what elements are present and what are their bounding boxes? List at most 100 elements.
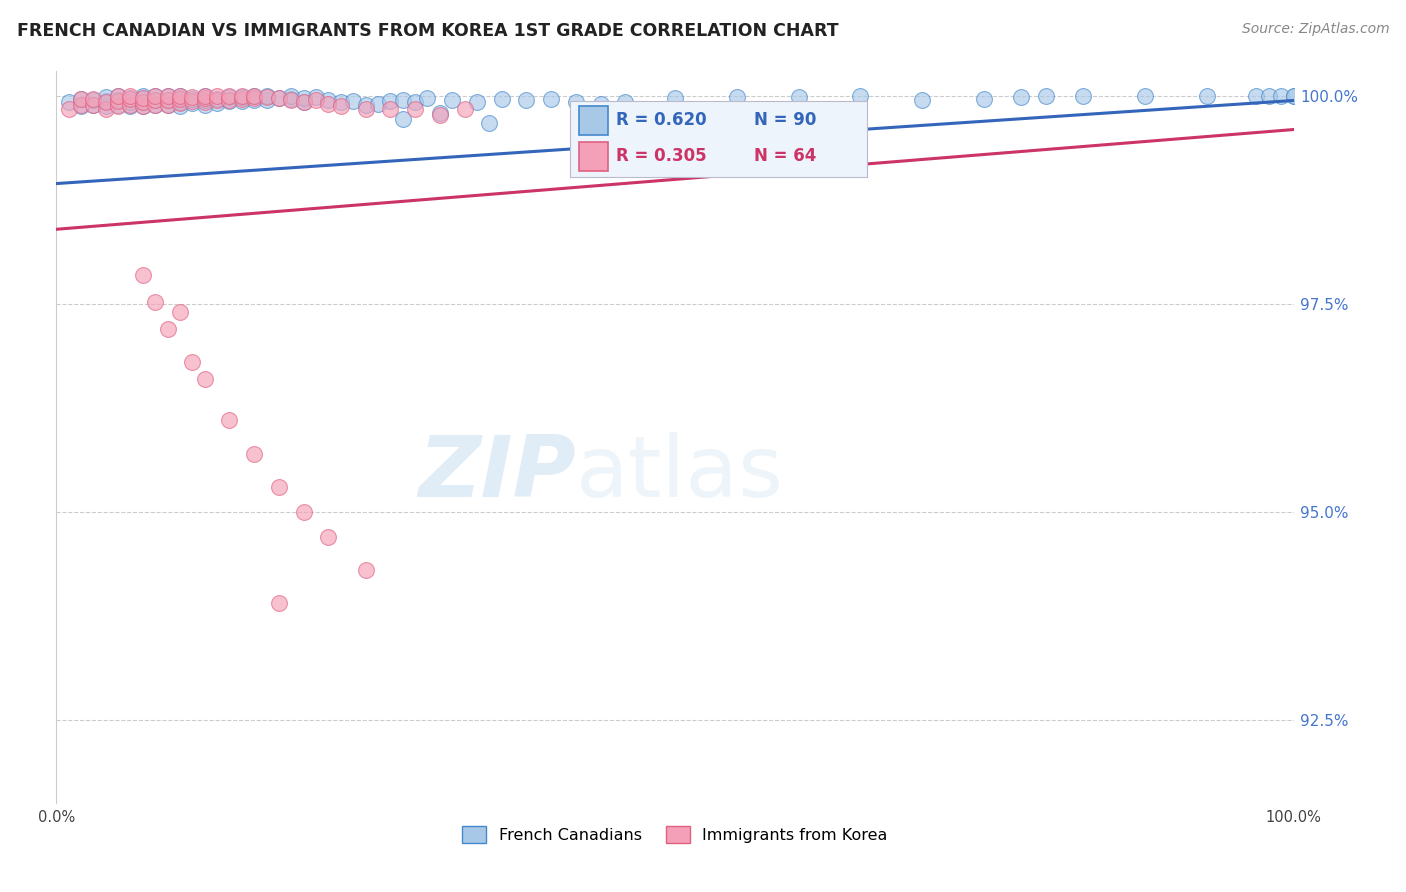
- Point: [120, 91, 142, 105]
- Text: atlas: atlas: [576, 432, 785, 516]
- Point: [156, 322, 179, 336]
- Point: [1071, 89, 1094, 103]
- Point: [725, 90, 748, 104]
- Point: [689, 109, 711, 123]
- Point: [231, 92, 253, 106]
- Text: FRENCH CANADIAN VS IMMIGRANTS FROM KOREA 1ST GRADE CORRELATION CHART: FRENCH CANADIAN VS IMMIGRANTS FROM KOREA…: [17, 22, 838, 40]
- Text: ZIP: ZIP: [418, 432, 576, 516]
- Point: [194, 89, 217, 103]
- Point: [787, 90, 810, 104]
- Point: [627, 112, 650, 127]
- Point: [256, 89, 278, 103]
- Point: [94, 90, 117, 104]
- Point: [181, 90, 204, 104]
- Point: [354, 102, 377, 116]
- Point: [82, 92, 104, 106]
- Point: [156, 89, 179, 103]
- Point: [231, 90, 253, 104]
- Point: [218, 413, 240, 427]
- Point: [132, 91, 155, 105]
- Point: [589, 96, 612, 111]
- Point: [132, 99, 155, 113]
- Point: [194, 372, 217, 386]
- Point: [243, 93, 266, 107]
- Point: [664, 91, 686, 105]
- Point: [267, 91, 290, 105]
- Point: [94, 99, 117, 113]
- Point: [380, 95, 402, 109]
- Point: [169, 95, 191, 110]
- Point: [70, 97, 93, 112]
- Point: [143, 295, 166, 310]
- Point: [181, 95, 204, 110]
- Point: [911, 93, 934, 107]
- Point: [305, 93, 328, 107]
- Point: [143, 94, 166, 108]
- Point: [1195, 89, 1218, 103]
- Point: [70, 99, 93, 113]
- Point: [169, 305, 191, 319]
- Legend: French Canadians, Immigrants from Korea: French Canadians, Immigrants from Korea: [456, 820, 894, 850]
- Point: [231, 89, 253, 103]
- Point: [156, 89, 179, 103]
- Point: [1133, 89, 1156, 103]
- Point: [143, 89, 166, 103]
- Point: [94, 95, 117, 109]
- Point: [329, 99, 352, 113]
- Point: [120, 92, 142, 106]
- Point: [973, 92, 995, 106]
- Point: [849, 89, 872, 103]
- Point: [205, 94, 228, 108]
- Point: [404, 102, 426, 116]
- Point: [292, 91, 315, 105]
- Point: [231, 95, 253, 109]
- Point: [243, 89, 266, 103]
- Point: [218, 95, 240, 109]
- Point: [205, 89, 228, 103]
- Point: [725, 110, 748, 124]
- Point: [169, 92, 191, 106]
- Point: [120, 97, 142, 112]
- Point: [107, 89, 129, 103]
- Point: [143, 97, 166, 112]
- Point: [82, 97, 104, 112]
- Point: [132, 89, 155, 103]
- Point: [132, 91, 155, 105]
- Point: [70, 92, 93, 106]
- Point: [404, 95, 426, 109]
- Point: [280, 93, 302, 107]
- Point: [169, 99, 191, 113]
- Point: [70, 92, 93, 106]
- Point: [82, 94, 104, 108]
- Point: [491, 92, 513, 106]
- Point: [181, 95, 204, 109]
- Point: [194, 95, 217, 109]
- Point: [94, 95, 117, 109]
- Point: [194, 89, 217, 103]
- Point: [540, 92, 562, 106]
- Point: [256, 93, 278, 107]
- Point: [1246, 89, 1268, 103]
- Point: [800, 104, 823, 119]
- Point: [82, 97, 104, 112]
- Point: [391, 93, 413, 107]
- Point: [354, 97, 377, 112]
- Point: [156, 97, 179, 112]
- Point: [132, 95, 155, 109]
- Point: [1282, 89, 1305, 103]
- Point: [156, 94, 179, 108]
- Point: [120, 89, 142, 103]
- Point: [194, 94, 217, 108]
- Point: [267, 91, 290, 105]
- Point: [441, 93, 464, 107]
- Point: [292, 95, 315, 109]
- Point: [380, 102, 402, 116]
- Point: [132, 95, 155, 109]
- Point: [243, 447, 266, 461]
- Point: [267, 596, 290, 610]
- Point: [120, 95, 142, 109]
- Text: Source: ZipAtlas.com: Source: ZipAtlas.com: [1241, 22, 1389, 37]
- Point: [391, 112, 413, 126]
- Point: [292, 95, 315, 109]
- Point: [181, 92, 204, 106]
